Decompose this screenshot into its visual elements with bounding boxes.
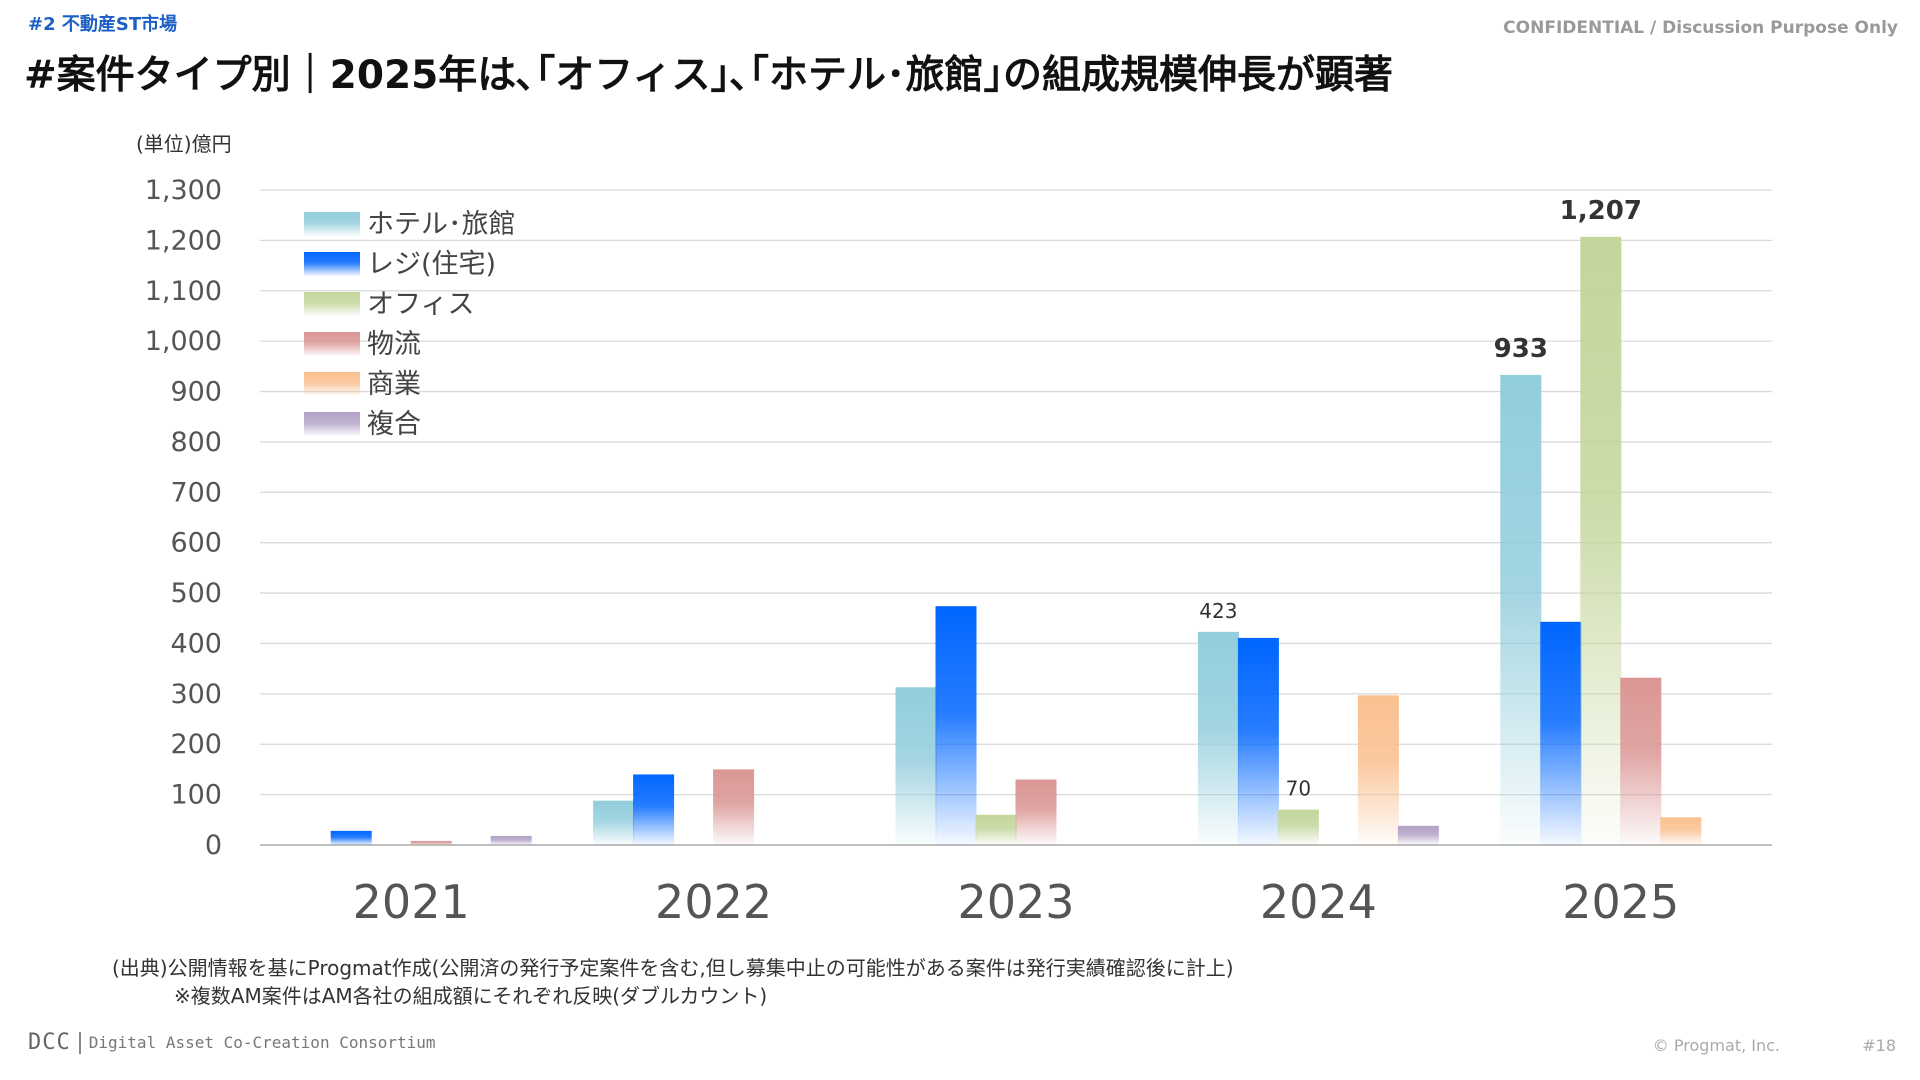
confidential-label: CONFIDENTIAL / Discussion Purpose Only <box>1503 18 1898 38</box>
x-tick-label: 2021 <box>353 875 470 929</box>
copyright: © Progmat, Inc. <box>1652 1036 1780 1055</box>
x-tick-label: 2023 <box>957 875 1074 929</box>
x-tick-label: 2022 <box>655 875 772 929</box>
double-count-note: ※複数AM案件はAM各社の組成額にそれぞれ反映(ダブルカウント) <box>174 984 768 1008</box>
y-tick-label: 0 <box>205 830 222 861</box>
data-label: 423 <box>1199 599 1237 623</box>
brand-name: Digital Asset Co-Creation Consortium <box>88 1033 436 1052</box>
y-tick-label: 200 <box>170 729 222 760</box>
y-tick-label: 1,100 <box>145 276 222 307</box>
dcc-logo: DCC <box>28 1030 71 1055</box>
legend-label: 商業 <box>367 369 421 400</box>
y-tick-label: 500 <box>170 578 222 609</box>
brand: DCC Digital Asset Co-Creation Consortium <box>28 1030 436 1055</box>
legend-swatch <box>304 332 360 356</box>
legend-label: 物流 <box>367 329 421 360</box>
legend-label: 複合 <box>367 409 421 440</box>
source-note: (出典)公開情報を基にProgmat作成(公開済の発行予定案件を含む,但し募集中… <box>112 956 1234 980</box>
y-tick-label: 1,300 <box>145 175 222 206</box>
axes: (単位)億円 0 100 200 300 400 500 600 700 800 900 1,000 1… <box>136 132 1679 929</box>
legend-label: オフィス <box>367 289 474 320</box>
legend-swatch <box>304 372 360 396</box>
bar-2023-1 <box>935 606 977 845</box>
y-tick-label: 700 <box>170 477 222 508</box>
legend-label: レジ(住宅) <box>367 249 496 280</box>
page-title: #案件タイプ別｜2025年は､｢オフィス｣､｢ホテル･旅館｣の組成規模伸長が顕著 <box>24 53 1393 98</box>
data-label: 933 <box>1494 334 1548 364</box>
y-tick-label: 800 <box>170 427 222 458</box>
legend-label: ホテル･旅館 <box>367 209 516 240</box>
bar-2025-0 <box>1500 374 1542 845</box>
legend-swatch <box>304 212 360 236</box>
legend-swatch <box>304 292 360 316</box>
x-tick-label: 2025 <box>1562 875 1679 929</box>
y-tick-label: 900 <box>170 377 222 408</box>
data-label: 1,207 <box>1560 196 1642 226</box>
bar-2025-3 <box>1620 677 1662 845</box>
bar-2024-4 <box>1357 695 1399 845</box>
y-tick-label: 600 <box>170 528 222 559</box>
bar-2023-2 <box>975 814 1017 845</box>
bar-2022-3 <box>713 769 755 845</box>
unit-label: (単位)億円 <box>136 132 232 156</box>
bar-2024-2 <box>1277 809 1319 845</box>
legend-swatch <box>304 412 360 436</box>
bar-2022-1 <box>633 774 675 845</box>
y-tick-label: 400 <box>170 628 222 659</box>
data-label: 70 <box>1286 777 1311 801</box>
y-tick-label: 1,000 <box>145 326 222 357</box>
page-number: #18 <box>1862 1036 1896 1055</box>
bar-2024-5 <box>1397 825 1439 845</box>
y-tick-label: 1,200 <box>145 225 222 256</box>
bar-2023-0 <box>895 687 937 845</box>
brand-divider <box>78 1031 81 1054</box>
bars <box>330 236 1702 846</box>
y-tick-label: 100 <box>170 780 222 811</box>
bar-2024-1 <box>1237 637 1279 845</box>
bar-2025-1 <box>1540 621 1582 845</box>
bar-2021-3 <box>410 840 452 845</box>
bar-2025-2 <box>1580 236 1622 846</box>
bar-2021-1 <box>330 830 372 845</box>
y-tick-label: 300 <box>170 679 222 710</box>
data-labels: 423 70 933 1,207 <box>1199 196 1642 801</box>
x-tick-label: 2024 <box>1260 875 1377 929</box>
bar-2023-3 <box>1015 779 1057 845</box>
bar-2021-5 <box>490 835 532 845</box>
bar-2024-0 <box>1197 631 1239 845</box>
bar-2022-0 <box>593 800 635 845</box>
legend-swatch <box>304 252 360 276</box>
section-tag: #2 不動産ST市場 <box>28 14 178 35</box>
bar-chart: 423 70 933 1,207 (単位)億円 0 100 200 300 400 500 600 7… <box>136 132 1772 929</box>
bar-2025-4 <box>1660 817 1702 845</box>
